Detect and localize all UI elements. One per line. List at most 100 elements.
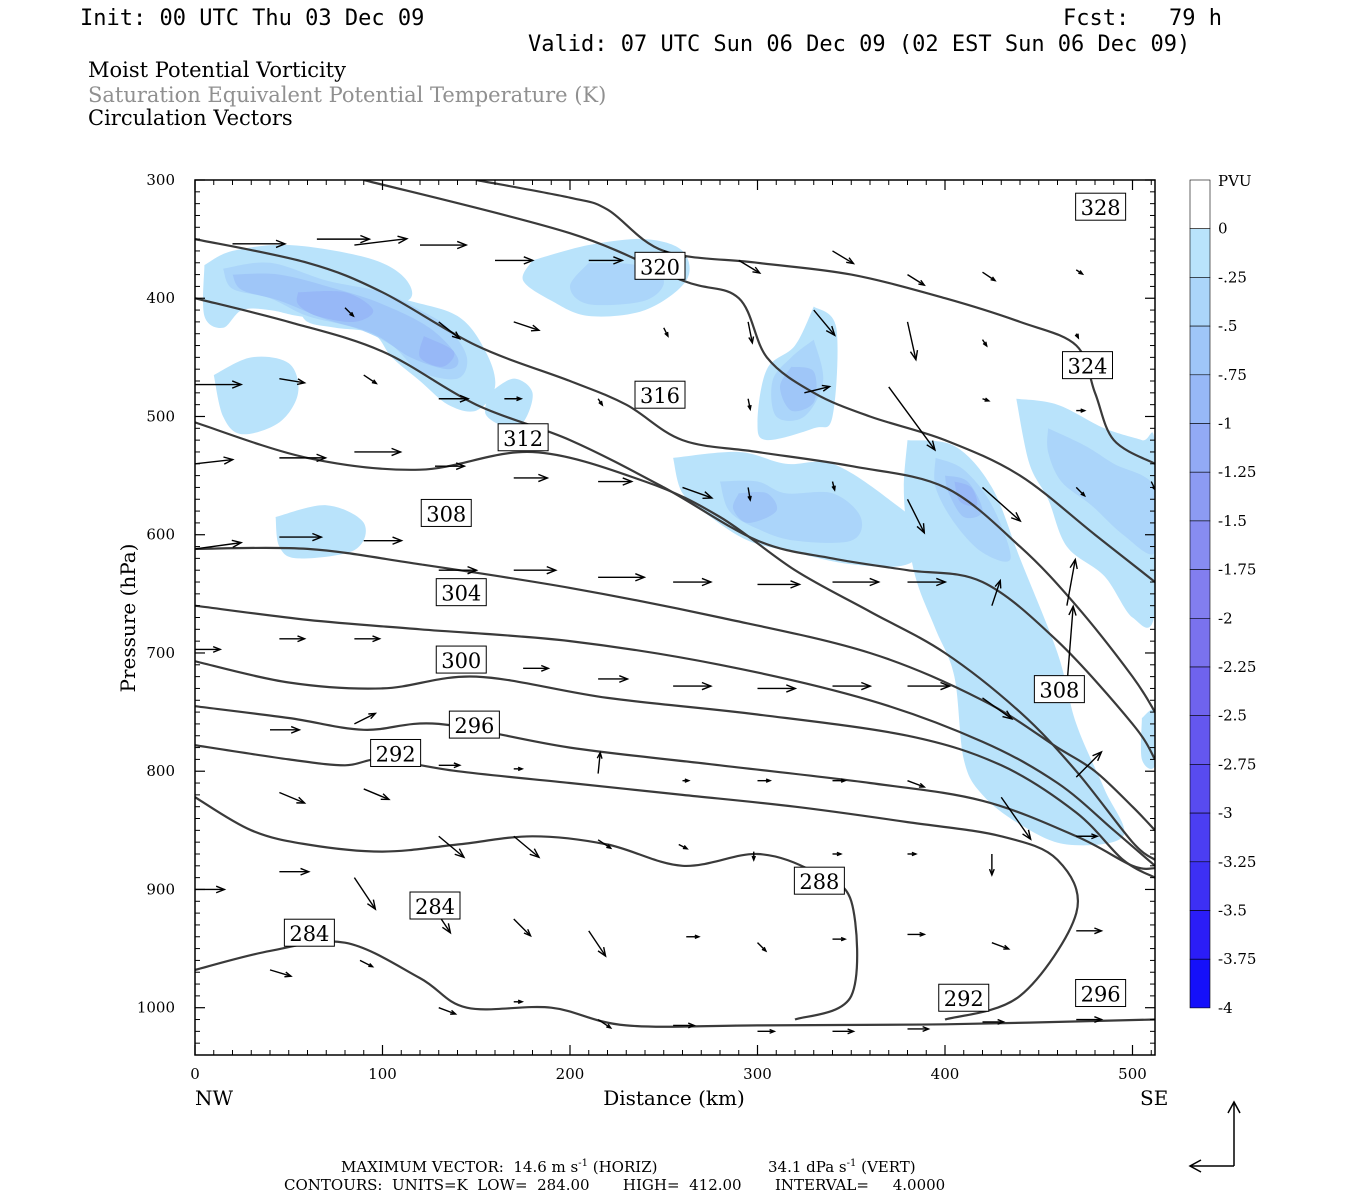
max-vector-readout: MAXIMUM VECTOR: 14.6 m s-1 (HORIZ) bbox=[341, 1159, 657, 1175]
contour-label: 292 bbox=[938, 983, 990, 1012]
theta-es-contour-324 bbox=[363, 180, 1155, 583]
y-tick-label: 300 bbox=[146, 171, 175, 189]
colorbar-swatch bbox=[1189, 812, 1211, 863]
circulation-vector bbox=[269, 969, 293, 978]
colorbar-level-label: -3.75 bbox=[1218, 950, 1256, 968]
circulation-vector bbox=[981, 339, 988, 348]
circulation-vector bbox=[504, 396, 524, 402]
circulation-vector bbox=[279, 867, 311, 876]
svg-text:328: 328 bbox=[1081, 196, 1121, 220]
circulation-vector bbox=[596, 750, 603, 774]
theta-es-contour-328 bbox=[476, 180, 1155, 465]
circulation-vector bbox=[279, 377, 307, 386]
circulation-vector bbox=[438, 394, 471, 403]
circulation-vector bbox=[513, 835, 541, 859]
colorbar-swatch bbox=[1189, 179, 1211, 230]
colorbar-swatch bbox=[1189, 617, 1211, 668]
circulation-vector bbox=[1075, 486, 1086, 498]
colorbar-level-label: -4 bbox=[1218, 999, 1233, 1017]
svg-text:324: 324 bbox=[1067, 355, 1107, 379]
pv-region-3 bbox=[484, 378, 533, 427]
contour-label: 284 bbox=[283, 918, 335, 947]
circulation-vector bbox=[757, 684, 798, 693]
y-tick-label: 400 bbox=[146, 289, 175, 307]
circulation-vector bbox=[598, 675, 630, 683]
circulation-vector bbox=[513, 766, 525, 772]
colorbar-swatch bbox=[1189, 910, 1211, 960]
circulation-vector bbox=[813, 309, 836, 337]
colorbar-swatch bbox=[1189, 423, 1211, 473]
colorbar-level-label: -.25 bbox=[1218, 268, 1247, 286]
pv-shading-layer bbox=[203, 238, 1155, 846]
circulation-vector bbox=[804, 384, 832, 394]
colorbar-level-label: -1.5 bbox=[1218, 512, 1247, 530]
circulation-vector bbox=[435, 462, 467, 471]
colorbar-swatch bbox=[1189, 764, 1211, 814]
theta-es-contour-288 bbox=[195, 796, 859, 1021]
circulation-vector bbox=[1075, 269, 1085, 276]
colorbar-level-label: -3 bbox=[1218, 804, 1233, 822]
pv-region-8 bbox=[903, 440, 1125, 846]
circulation-vector bbox=[982, 486, 1022, 523]
y-tick-label: 800 bbox=[146, 762, 175, 780]
circulation-vector bbox=[513, 999, 525, 1005]
circulation-vector bbox=[1076, 833, 1100, 840]
circulation-vector bbox=[359, 959, 375, 968]
init-time-label: Init: 00 UTC Thu 03 Dec 09 bbox=[80, 6, 425, 31]
colorbar-swatch bbox=[1189, 374, 1211, 424]
x-axis-title: Distance (km) bbox=[603, 1086, 745, 1110]
theta-es-contour-300 bbox=[195, 660, 1155, 879]
colorbar-level-label: -1 bbox=[1218, 415, 1233, 433]
pv-region-2 bbox=[213, 356, 299, 435]
max-vector-vert-exponent: -1 bbox=[846, 1158, 857, 1169]
circulation-vector bbox=[832, 936, 847, 942]
circulation-vector bbox=[907, 851, 918, 857]
circulation-vector bbox=[279, 791, 307, 804]
colorbar-swatch bbox=[1189, 277, 1211, 327]
circulation-vector bbox=[738, 259, 762, 274]
pv-region-19 bbox=[732, 492, 778, 523]
circulation-vector bbox=[597, 398, 604, 407]
colorbar-level-label: -.75 bbox=[1218, 366, 1247, 384]
y-tick-label: 600 bbox=[146, 526, 175, 544]
circulation-vector bbox=[747, 398, 752, 412]
circulation-vector bbox=[832, 577, 881, 587]
circulation-vector bbox=[888, 386, 937, 452]
circulation-vector bbox=[438, 321, 462, 340]
max-vector-vert-readout: 34.1 dPa s-1 (VERT) bbox=[768, 1159, 916, 1175]
svg-text:284: 284 bbox=[289, 922, 329, 946]
circulation-vector bbox=[747, 487, 752, 502]
circulation-vector bbox=[907, 931, 927, 937]
theta-es-contour-304 bbox=[195, 604, 1155, 867]
circulation-vector bbox=[751, 851, 756, 862]
contour-label: 328 bbox=[1075, 192, 1127, 221]
circulation-vector bbox=[757, 942, 768, 953]
circulation-vector bbox=[907, 274, 926, 287]
colorbar-swatch bbox=[1189, 325, 1211, 376]
circulation-vector bbox=[831, 481, 836, 492]
contour-label: 296 bbox=[1075, 979, 1127, 1008]
svg-text:320: 320 bbox=[640, 255, 680, 279]
theta-es-contour-316 bbox=[195, 297, 1155, 760]
colorbar-level-label: -1.25 bbox=[1218, 463, 1256, 481]
circulation-vector bbox=[906, 498, 926, 535]
circulation-vector bbox=[673, 681, 713, 691]
circulation-vector bbox=[982, 1018, 1006, 1025]
contour-label: 324 bbox=[1062, 351, 1113, 380]
circulation-vector bbox=[982, 697, 1014, 721]
circulation-vector bbox=[279, 532, 324, 542]
x-tick-label: 200 bbox=[556, 1065, 585, 1083]
svg-text:296: 296 bbox=[1081, 983, 1121, 1007]
circulation-vector bbox=[363, 374, 378, 385]
colorbar-unit-label: PVU bbox=[1218, 172, 1252, 190]
pv-region-6 bbox=[275, 505, 366, 559]
circulation-vector bbox=[1076, 1016, 1104, 1023]
circulation-vector bbox=[597, 1018, 613, 1029]
contour-label: 296 bbox=[448, 710, 500, 739]
circulation-vector bbox=[363, 536, 404, 545]
circulation-vector bbox=[682, 486, 714, 499]
circulation-vector bbox=[513, 565, 558, 575]
colorbar-level-label: -.5 bbox=[1218, 317, 1237, 335]
circulation-vector bbox=[982, 271, 997, 282]
